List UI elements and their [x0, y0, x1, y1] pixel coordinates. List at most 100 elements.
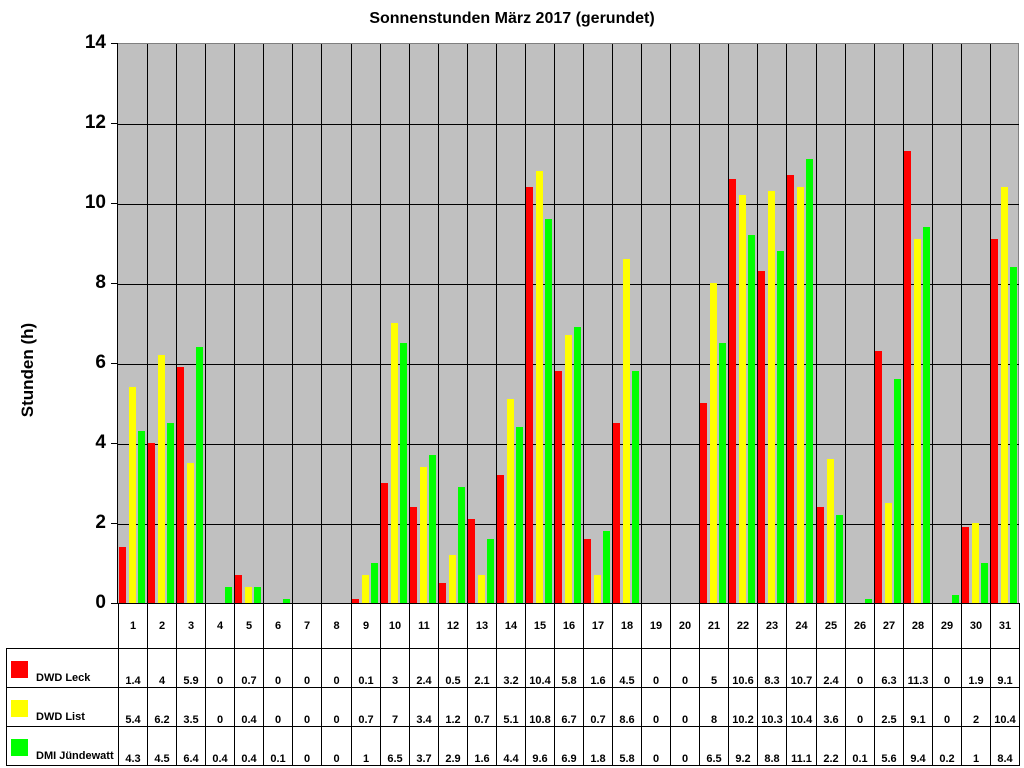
y-tick-mark [111, 363, 118, 364]
table-cell: 0 [670, 648, 700, 688]
bar [225, 587, 232, 603]
v-gridline [845, 44, 846, 604]
category-label: 10 [380, 603, 410, 649]
category-label: 23 [757, 603, 787, 649]
v-gridline [786, 44, 787, 604]
bar [748, 235, 755, 603]
table-cell: 9.1 [990, 648, 1020, 688]
category-label: 5 [234, 603, 264, 649]
bar [196, 347, 203, 603]
bar [1001, 187, 1008, 603]
bar [991, 239, 998, 603]
table-cell: 0.4 [234, 687, 264, 727]
v-gridline [234, 44, 235, 604]
v-gridline [147, 44, 148, 604]
table-cell: 0 [845, 648, 875, 688]
bar [875, 351, 882, 603]
bar [129, 387, 136, 603]
category-label: 13 [467, 603, 497, 649]
table-cell: 0.7 [234, 648, 264, 688]
table-row: DWD Leck 1.4 4 5.9 0 0.7 0 0 0 0.1 3 2.4 0.5 2.1 3.2 10… [6, 648, 1020, 688]
v-gridline [699, 44, 700, 604]
bar [981, 563, 988, 603]
v-gridline [932, 44, 933, 604]
bar [729, 179, 736, 603]
table-cell: 0 [932, 687, 962, 727]
bar [603, 531, 610, 603]
table-cell: 1 [351, 726, 381, 766]
table-cell: 0 [670, 726, 700, 766]
category-label: 11 [409, 603, 439, 649]
v-gridline [641, 44, 642, 604]
table-cell: 10.4 [525, 648, 555, 688]
bar [429, 455, 436, 603]
category-label: 3 [176, 603, 206, 649]
category-label: 29 [932, 603, 962, 649]
table-cell: 0 [932, 648, 962, 688]
v-gridline [903, 44, 904, 604]
v-gridline [176, 44, 177, 604]
bar [187, 463, 194, 603]
table-cell: 8.8 [757, 726, 787, 766]
y-tick-label: 4 [95, 432, 106, 453]
table-cell: 6.3 [874, 648, 904, 688]
category-label: 8 [321, 603, 352, 649]
bar [148, 443, 155, 603]
category-label: 4 [205, 603, 235, 649]
v-gridline [990, 44, 991, 604]
table-cell: 0 [641, 726, 671, 766]
bar [371, 563, 378, 603]
table-cell: 0 [205, 687, 235, 727]
table-cell: 9.2 [728, 726, 758, 766]
table-cell: 0.1 [263, 726, 293, 766]
v-gridline [961, 44, 962, 604]
table-cell: 10.3 [757, 687, 787, 727]
y-tick-label: 2 [95, 512, 106, 533]
v-gridline [525, 44, 526, 604]
table-cell: 0 [845, 687, 875, 727]
table-cell: 8.4 [990, 726, 1020, 766]
h-gridline [118, 124, 1019, 125]
table-cell: 0 [670, 687, 700, 727]
table-cell: 5.8 [554, 648, 584, 688]
table-cell: 1 [961, 726, 991, 766]
bar [952, 595, 959, 603]
y-tick-label: 14 [84, 32, 106, 53]
table-cell: 2.4 [816, 648, 846, 688]
category-label: 30 [961, 603, 991, 649]
table-cell: 3 [380, 648, 410, 688]
bar [167, 423, 174, 603]
v-gridline [670, 44, 671, 604]
table-cell: 5.9 [176, 648, 206, 688]
category-label: 2 [147, 603, 177, 649]
table-cell: 5.8 [612, 726, 642, 766]
bar [836, 515, 843, 603]
bar [555, 371, 562, 603]
chart-title: Sonnenstunden März 2017 (gerundet) [369, 10, 655, 27]
table-cell: 8.3 [757, 648, 787, 688]
bar [894, 379, 901, 603]
bar [613, 423, 620, 603]
bar [594, 575, 601, 603]
bar [526, 187, 533, 603]
category-label: 17 [583, 603, 613, 649]
legend-swatch-icon [11, 739, 28, 756]
v-gridline [205, 44, 206, 604]
y-tick-mark [111, 203, 118, 204]
table-cell: 0.4 [234, 726, 264, 766]
category-label: 22 [728, 603, 758, 649]
legend-label: DWD Leck [36, 672, 91, 684]
table-cell: 9.4 [903, 726, 933, 766]
bar [623, 259, 630, 603]
table-cell: 10.4 [786, 687, 817, 727]
category-label: 21 [699, 603, 729, 649]
category-label: 1 [118, 603, 148, 649]
bar [739, 195, 746, 603]
y-tick-label: 12 [84, 112, 106, 133]
table-cell: 10.7 [786, 648, 817, 688]
y-tick-label: 6 [95, 352, 106, 373]
table-cell: 2.1 [467, 648, 497, 688]
bar [478, 575, 485, 603]
y-tick-mark [111, 443, 118, 444]
table-cell: 6.2 [147, 687, 177, 727]
